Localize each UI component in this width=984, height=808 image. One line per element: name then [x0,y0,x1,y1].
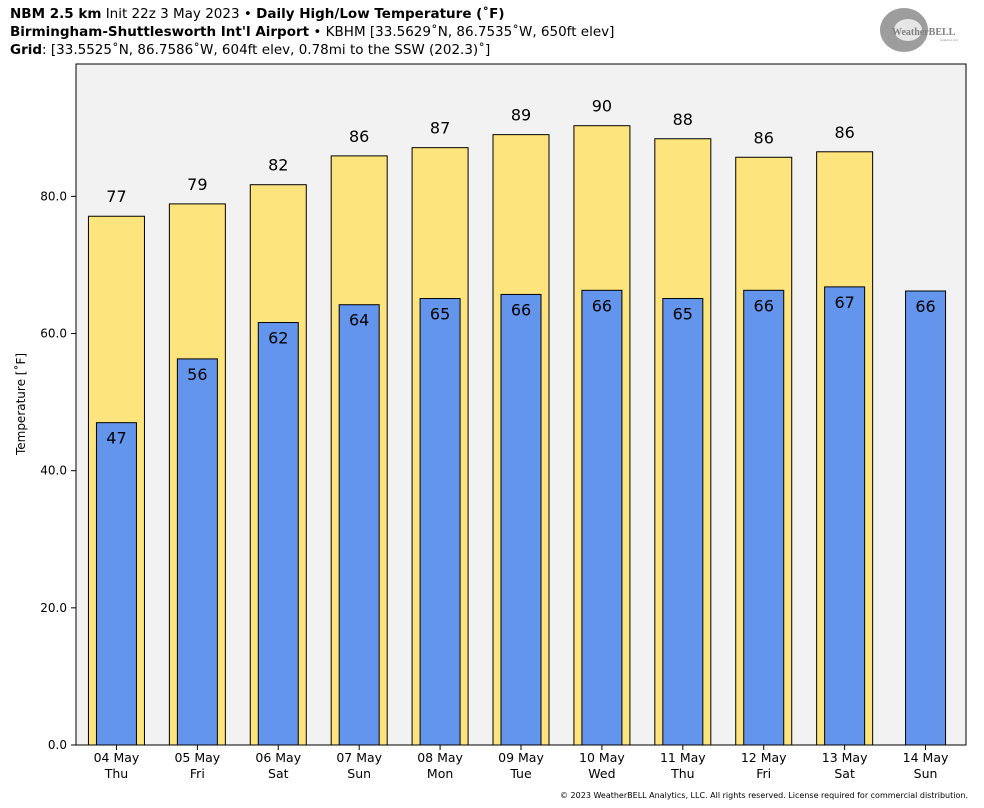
low-bar [257,322,299,746]
low-bar [662,298,704,746]
separator-1: • [243,6,252,22]
low-value-label: 66 [592,296,612,315]
high-value-label: 90 [592,97,612,116]
low-bar [905,290,947,746]
high-value-label: 86 [834,123,854,142]
logo-subtext: Analytics LLC [940,38,959,42]
y-axis-label: Temperature [˚F] [13,353,28,456]
value-labels: 77 79 82 86 87 89 90 88 86 86 47 56 62 64 65 66 66 65 66 67… [106,97,935,448]
x-tick-date: 11 May [660,750,706,765]
x-tick-weekday: Sat [834,766,855,781]
low-bar [581,289,623,746]
low-bar [338,304,380,746]
header-line-1: NBM 2.5 km Init 22z 3 May 2023 • Daily H… [10,5,505,23]
low-value-label: 56 [187,365,207,384]
station-details: KBHM [33.5629˚N, 86.7535˚W, 650ft elev] [325,24,615,40]
x-tick-weekday: Sat [268,766,289,781]
separator-2: • [313,24,322,40]
x-tick-weekday: Thu [670,766,694,781]
x-tick-weekday: Fri [190,766,205,781]
init-time: Init 22z 3 May 2023 [105,6,240,22]
y-tick-label: 0.0 [48,738,67,752]
low-bar [743,289,785,746]
low-value-label: 64 [349,311,369,330]
y-axis: 0.0 20.0 40.0 60.0 80.0 [40,189,76,752]
x-tick-date: 13 May [822,750,868,765]
low-bar [95,422,137,746]
weatherbell-logo: WeatherBELL Analytics LLC [880,8,959,52]
x-tick-weekday: Mon [427,766,453,781]
model-name: NBM 2.5 km [10,6,102,22]
low-value-label: 47 [106,429,126,448]
x-tick-weekday: Sun [914,766,938,781]
low-value-label: 62 [268,329,288,348]
x-tick-date: 05 May [174,750,220,765]
high-value-label: 89 [511,106,531,125]
low-value-label: 66 [511,300,531,319]
low-bar [176,358,218,746]
x-tick-date: 09 May [498,750,544,765]
grid-details: : [33.5525˚N, 86.7586˚W, 604ft elev, 0.7… [42,42,491,58]
y-tick-label: 80.0 [40,189,67,203]
x-tick-date: 04 May [94,750,140,765]
high-value-label: 87 [430,119,450,138]
y-tick-label: 20.0 [40,601,67,615]
plot-frame [75,63,967,746]
x-tick-weekday: Wed [588,766,615,781]
x-tick-weekday: Sun [347,766,371,781]
high-value-label: 82 [268,156,288,175]
low-value-label: 66 [754,296,774,315]
low-value-label: 65 [673,305,693,324]
high-value-label: 88 [673,110,693,129]
x-tick-date: 12 May [741,750,787,765]
x-tick-weekday: Tue [509,766,532,781]
x-tick-date: 14 May [903,750,949,765]
high-value-label: 86 [349,127,369,146]
low-value-label: 66 [915,297,935,316]
header-line-2: Birmingham-Shuttlesworth Int'l Airport •… [10,23,614,41]
copyright-footer: © 2023 WeatherBELL Analytics, LLC. All r… [560,791,968,800]
high-value-label: 86 [754,128,774,147]
high-value-label: 77 [106,187,126,206]
grid-label: Grid [10,42,43,58]
low-bars [95,286,947,746]
low-bar [500,293,542,746]
low-value-label: 65 [430,305,450,324]
station-name: Birmingham-Shuttlesworth Int'l Airport [10,24,310,40]
y-tick-label: 40.0 [40,464,67,478]
logo-swirl-inner [894,19,922,41]
x-tick-weekday: Fri [756,766,771,781]
x-tick-date: 10 May [579,750,625,765]
x-tick-date: 06 May [255,750,301,765]
low-value-label: 67 [834,293,854,312]
logo-text: WeatherBELL [892,27,956,38]
product-title: Daily High/Low Temperature (˚F) [256,6,505,22]
high-value-label: 79 [187,175,207,194]
x-tick-date: 08 May [417,750,463,765]
x-tick-date: 07 May [336,750,382,765]
header-line-3: Grid: [33.5525˚N, 86.7586˚W, 604ft elev,… [10,41,490,59]
x-tick-weekday: Thu [104,766,128,781]
low-bar [419,298,461,746]
low-bar [824,286,866,746]
y-tick-label: 60.0 [40,327,67,341]
